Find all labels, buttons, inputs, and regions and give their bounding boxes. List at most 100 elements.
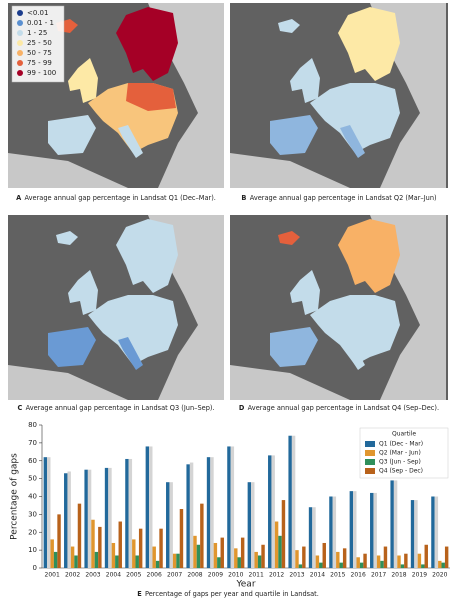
legend-swatch [365,468,375,474]
bar [383,546,388,568]
bar [91,519,95,568]
bar [227,446,231,568]
bar [359,562,364,568]
caption-text: Percentage of gaps per year and quartile… [145,590,319,598]
bar [213,542,218,568]
legend-swatch [17,20,23,26]
bar [220,537,224,568]
caption-text: Average annual gap percentage in Landsat… [250,194,437,202]
legend-swatch [17,40,23,46]
bar [397,555,401,568]
bar [47,457,51,568]
caption: B Average annual gap percentage in Lands… [241,194,436,202]
bar [50,539,54,568]
caption-text: Average annual gap percentage in Landsat… [24,194,215,202]
bar [70,546,75,568]
bar [288,435,292,568]
bar [53,551,58,568]
legend-swatch [17,50,23,56]
bar [444,546,449,568]
bar [376,555,381,568]
legend-label: Q2 (Mar - Jun) [379,450,421,457]
bar [210,457,214,568]
bar [234,548,238,568]
bar [298,564,303,568]
x-tick-label: 2001 [45,572,60,579]
bar [302,546,306,568]
y-tick-label: 70 [28,439,37,447]
bar [380,560,384,568]
legend-label: 1 - 25 [27,29,47,37]
bar [281,500,286,568]
bar [315,555,320,568]
caption-letter: A [16,194,22,202]
bar [336,551,340,568]
bar [441,562,445,568]
bar [414,500,418,568]
bar [200,503,204,568]
x-tick-label: 2011 [249,572,264,579]
y-tick-label: 0 [33,564,37,572]
bar [295,550,299,568]
y-tick-label: 20 [28,528,37,536]
x-tick-label: 2015 [330,572,345,579]
bar [373,492,377,568]
legend-label: Q3 (Jun - Sep) [379,459,421,466]
legend-label: 99 - 100 [27,69,56,77]
map-d [230,215,448,400]
bar [424,544,428,568]
x-tick-label: 2008 [187,572,202,579]
bar [57,514,61,568]
y-tick-label: 80 [28,421,37,429]
x-tick-label: 2012 [269,572,284,579]
bar [74,555,78,568]
y-tick-label: 10 [28,546,37,554]
bar [94,551,99,568]
bar [319,562,323,568]
legend-label: 75 - 99 [27,59,52,67]
legend-swatch [365,459,375,465]
bar [353,491,357,568]
caption-letter: E [137,590,142,598]
legend-label: 0.01 - 1 [27,19,54,27]
y-tick-label: 40 [28,493,37,501]
x-tick-label: 2014 [310,572,325,579]
y-axis-label: Percentage of gaps [10,453,20,540]
legend-swatch [365,450,375,456]
bar [230,446,235,568]
caption-letter: C [17,404,22,412]
map-c [8,215,224,400]
bar [77,503,82,568]
bar [421,564,425,568]
caption: A Average annual gap percentage in Lands… [16,194,216,202]
bar [237,557,241,568]
bar [342,548,347,568]
bar [132,539,136,568]
bar [169,482,173,568]
bar [118,521,122,568]
caption: C Average annual gap percentage in Lands… [17,404,214,412]
bar [111,542,116,568]
x-tick-label: 2018 [391,572,406,579]
bar [271,455,275,568]
bar [322,542,326,568]
bar [179,509,184,568]
y-tick-label: 30 [28,510,37,518]
bar [312,507,316,568]
bar [268,455,272,568]
bar [438,560,442,568]
map-b [230,3,448,188]
bar [431,496,435,568]
bar [166,482,170,568]
bar [149,446,153,568]
legend-swatch [17,30,23,36]
legend-label: <0.01 [27,9,48,17]
bar [104,467,109,568]
bar [410,500,415,568]
bar [349,491,354,568]
caption: E Percentage of gaps per year and quarti… [137,590,319,598]
bar [186,464,190,568]
legend-label: 25 - 50 [27,39,52,47]
bar [363,553,367,568]
